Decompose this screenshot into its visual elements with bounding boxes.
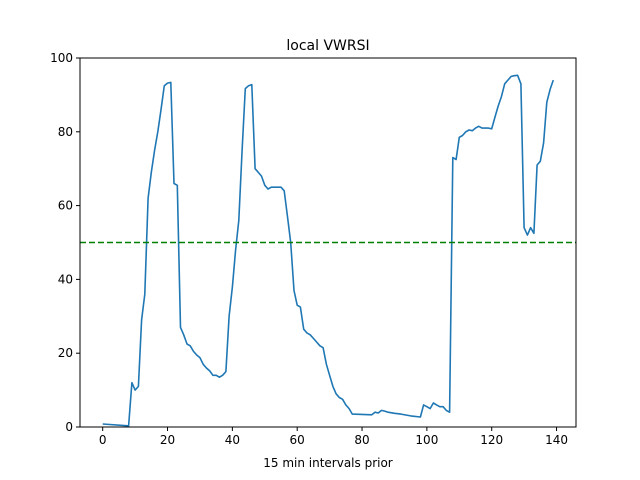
y-tick-label: 40 [58, 272, 73, 286]
y-tick-label: 100 [50, 51, 73, 65]
y-tick-label: 0 [65, 420, 73, 434]
x-tick-label: 120 [480, 433, 503, 447]
x-tick-label: 20 [160, 433, 175, 447]
x-tick-label: 80 [354, 433, 369, 447]
chart-title: local VWRSI [286, 38, 369, 54]
x-axis: 0 20 40 60 80 100 120 140 [99, 427, 568, 447]
x-tick-label: 100 [415, 433, 438, 447]
x-tick-label: 60 [290, 433, 305, 447]
series-line-local-vwrsi [102, 74, 555, 427]
axes-frame [79, 57, 577, 428]
y-axis: 0 20 40 60 80 100 [50, 51, 80, 434]
x-tick-label: 40 [225, 433, 240, 447]
y-tick-label: 20 [58, 346, 73, 360]
x-axis-label: 15 min intervals prior [263, 456, 393, 470]
y-tick-label: 60 [58, 199, 73, 213]
plot-area [80, 74, 576, 427]
x-tick-label: 140 [545, 433, 568, 447]
x-tick-label: 0 [99, 433, 107, 447]
y-tick-label: 80 [58, 125, 73, 139]
